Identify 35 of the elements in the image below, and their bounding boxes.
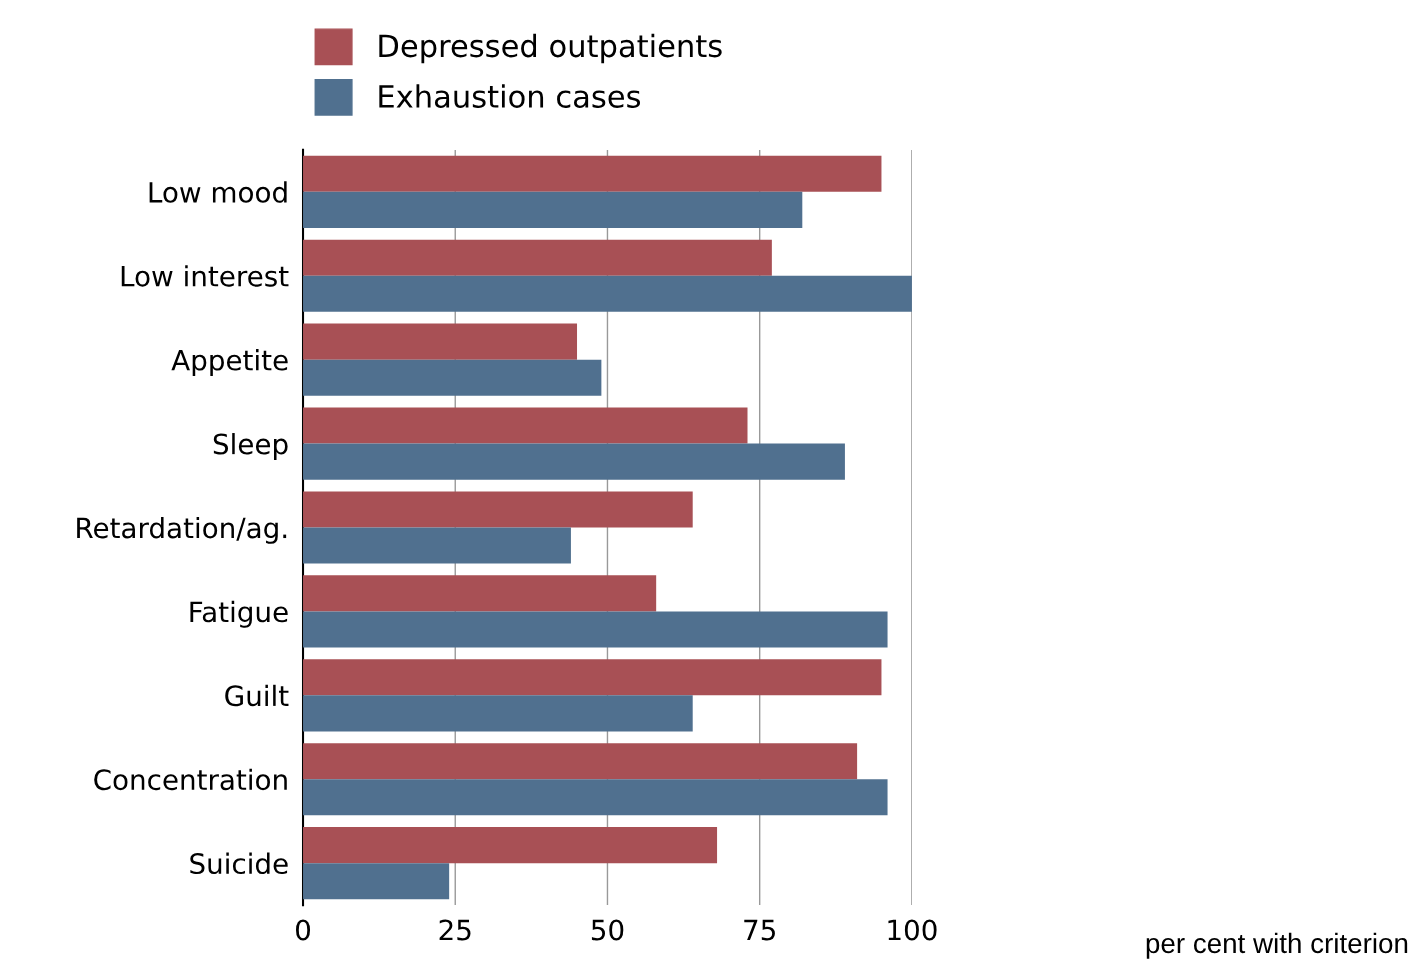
- text: per cent with criterion: [1146, 932, 1408, 959]
- y-tick-label: Retardation/ag.: [77, 516, 287, 544]
- bar: [303, 239, 772, 276]
- bar: [303, 695, 693, 732]
- bar: [303, 743, 858, 780]
- bar: [303, 827, 718, 864]
- bar: [303, 575, 657, 612]
- bar: [303, 359, 602, 396]
- bar: [303, 443, 845, 480]
- x-tick-label: 25: [439, 919, 471, 941]
- y-tick-label: Low interest: [121, 265, 289, 287]
- y-tick-label: Concentration: [94, 768, 287, 791]
- bar: [303, 275, 912, 312]
- bar: [303, 407, 748, 444]
- x-tick-label: 50: [591, 919, 624, 941]
- bar: [303, 659, 882, 696]
- bar: [303, 863, 450, 900]
- bar: [303, 779, 888, 816]
- x-tick-label: 75: [744, 919, 775, 941]
- bar: [303, 323, 578, 360]
- y-tick-label: Fatigue: [190, 600, 288, 628]
- bar: [303, 611, 888, 648]
- y-tick-label: Low mood: [149, 181, 287, 203]
- x-tick-label: 0: [296, 919, 311, 941]
- bar: [303, 491, 693, 528]
- y-tick-label: Suicide: [190, 852, 288, 875]
- y-tick-label: Guilt: [225, 684, 289, 707]
- bar: [303, 527, 571, 564]
- bar: [303, 191, 803, 228]
- y-tick-label: Sleep: [213, 433, 288, 460]
- y-tick-label: Appetite: [171, 349, 288, 376]
- legend-label: Depressed outpatients: [379, 33, 722, 64]
- legend-label: Exhaustion cases: [379, 84, 641, 108]
- bar: [303, 155, 882, 192]
- x-tick-label: 100: [888, 919, 937, 941]
